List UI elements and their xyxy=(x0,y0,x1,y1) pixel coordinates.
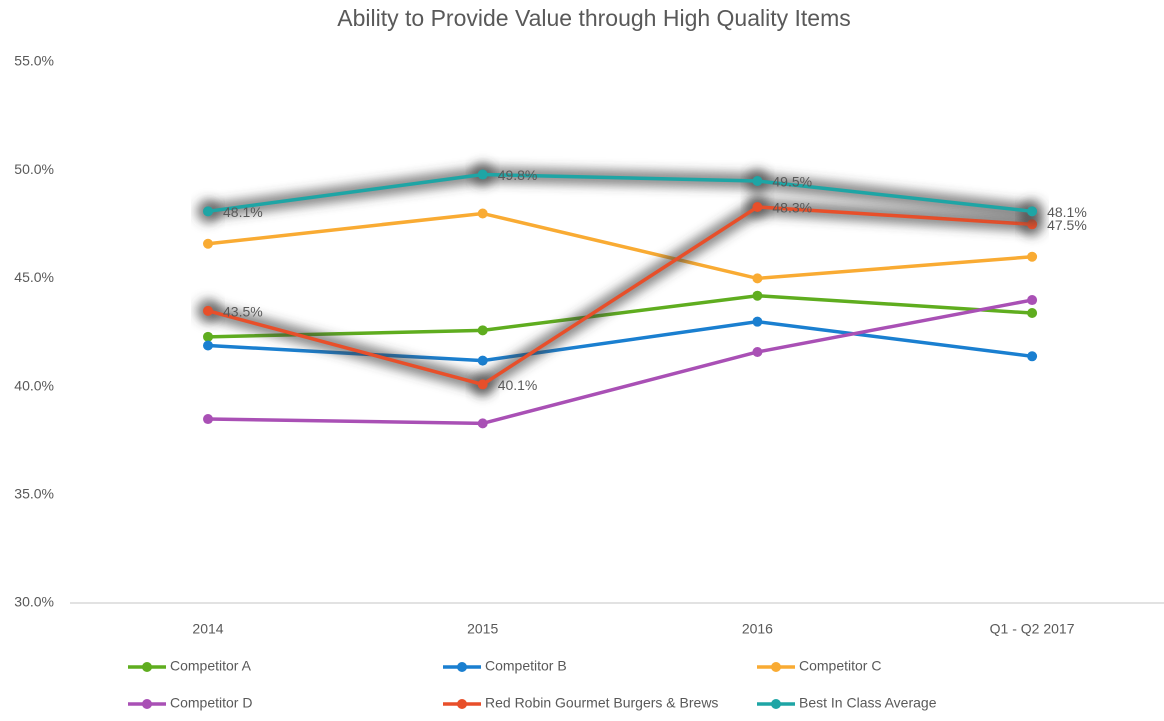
legend-marker xyxy=(142,699,152,709)
marker xyxy=(1027,206,1038,217)
data-label: 49.5% xyxy=(772,174,812,190)
x-tick-label: 2014 xyxy=(192,621,223,637)
marker xyxy=(203,238,213,249)
chart-title: Ability to Provide Value through High Qu… xyxy=(337,5,851,31)
marker xyxy=(1027,295,1038,306)
y-tick-label: 55.0% xyxy=(14,53,54,69)
legend-marker xyxy=(771,662,781,672)
legend-marker xyxy=(457,662,467,672)
marker xyxy=(203,414,213,425)
x-tick-label: 2015 xyxy=(467,621,498,637)
series-line xyxy=(207,211,1033,281)
y-tick-label: 45.0% xyxy=(14,269,54,285)
legend-marker xyxy=(771,699,781,709)
series-line xyxy=(207,205,1033,387)
legend-marker xyxy=(142,662,152,672)
marker xyxy=(203,206,213,217)
legend-label: Red Robin Gourmet Burgers & Brews xyxy=(485,695,718,711)
legend-label: Competitor D xyxy=(170,695,252,711)
y-tick-label: 35.0% xyxy=(14,486,54,502)
legend-label: Competitor A xyxy=(170,658,252,674)
data-label: 48.1% xyxy=(223,204,263,220)
marker xyxy=(1027,308,1038,319)
x-tick-label: Q1 - Q2 2017 xyxy=(990,621,1075,637)
marker xyxy=(752,290,763,301)
legend-label: Best In Class Average xyxy=(799,695,937,711)
data-label: 48.1% xyxy=(1047,204,1087,220)
data-label: 40.1% xyxy=(498,377,538,393)
marker xyxy=(477,208,488,219)
marker xyxy=(203,331,213,342)
marker xyxy=(752,176,763,187)
y-tick-label: 30.0% xyxy=(14,594,54,610)
series-line xyxy=(207,298,1033,426)
line-glow xyxy=(206,166,1033,220)
marker xyxy=(477,379,488,390)
x-tick-label: 2016 xyxy=(742,621,773,637)
marker xyxy=(477,169,488,180)
marker xyxy=(752,346,763,357)
marker xyxy=(752,273,763,284)
marker xyxy=(477,325,488,336)
legend-label: Competitor C xyxy=(799,658,881,674)
data-label: 48.3% xyxy=(772,200,812,216)
series-line xyxy=(207,172,1033,214)
series-line xyxy=(207,293,1033,339)
data-label: 49.8% xyxy=(498,167,538,183)
marker xyxy=(752,316,763,327)
data-label: 43.5% xyxy=(223,304,263,320)
legend-label: Competitor B xyxy=(485,658,567,674)
marker xyxy=(477,418,488,429)
legend-marker xyxy=(457,699,467,709)
data-label: 47.5% xyxy=(1047,217,1087,233)
marker xyxy=(1027,351,1038,362)
y-tick-label: 50.0% xyxy=(14,161,54,177)
marker xyxy=(203,340,213,351)
marker xyxy=(477,355,488,366)
marker xyxy=(1027,251,1038,262)
marker xyxy=(203,305,213,316)
marker xyxy=(752,201,763,212)
y-tick-label: 40.0% xyxy=(14,377,54,393)
